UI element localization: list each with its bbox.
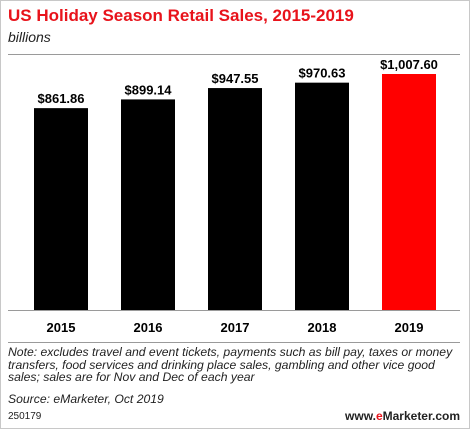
chart-title: US Holiday Season Retail Sales, 2015-201… (8, 6, 354, 25)
x-tick-label-2016: 2016 (134, 320, 163, 335)
value-label-2019: $1,007.60 (380, 60, 438, 72)
source-text: Source: eMarketer, Oct 2019 (8, 392, 164, 406)
top-divider (8, 54, 460, 55)
bar-2017 (208, 88, 262, 310)
x-tick-label-2019: 2019 (395, 320, 424, 335)
value-label-2016: $899.14 (125, 82, 173, 97)
bar-2016 (121, 99, 175, 310)
chart-subtitle: billions (8, 29, 51, 45)
chart-id: 250179 (8, 411, 42, 422)
footnote: Note: excludes travel and event tickets,… (8, 345, 453, 384)
value-label-2018: $970.63 (299, 66, 346, 81)
bar-2018 (295, 82, 349, 310)
value-label-2017: $947.55 (212, 71, 259, 86)
value-label-2015: $861.86 (38, 91, 85, 106)
x-tick-label-2015: 2015 (47, 320, 76, 335)
x-tick-label-2018: 2018 (308, 320, 337, 335)
bar-2015 (34, 108, 88, 310)
bar-2019 (382, 74, 436, 310)
bar-chart: $861.86 2015 $899.14 2016 $947.55 2017 $970.63… (8, 60, 460, 335)
brand-logo: www.eMarketer.com (345, 409, 460, 423)
x-tick-label-2017: 2017 (221, 320, 250, 335)
bottom-divider (8, 342, 460, 343)
